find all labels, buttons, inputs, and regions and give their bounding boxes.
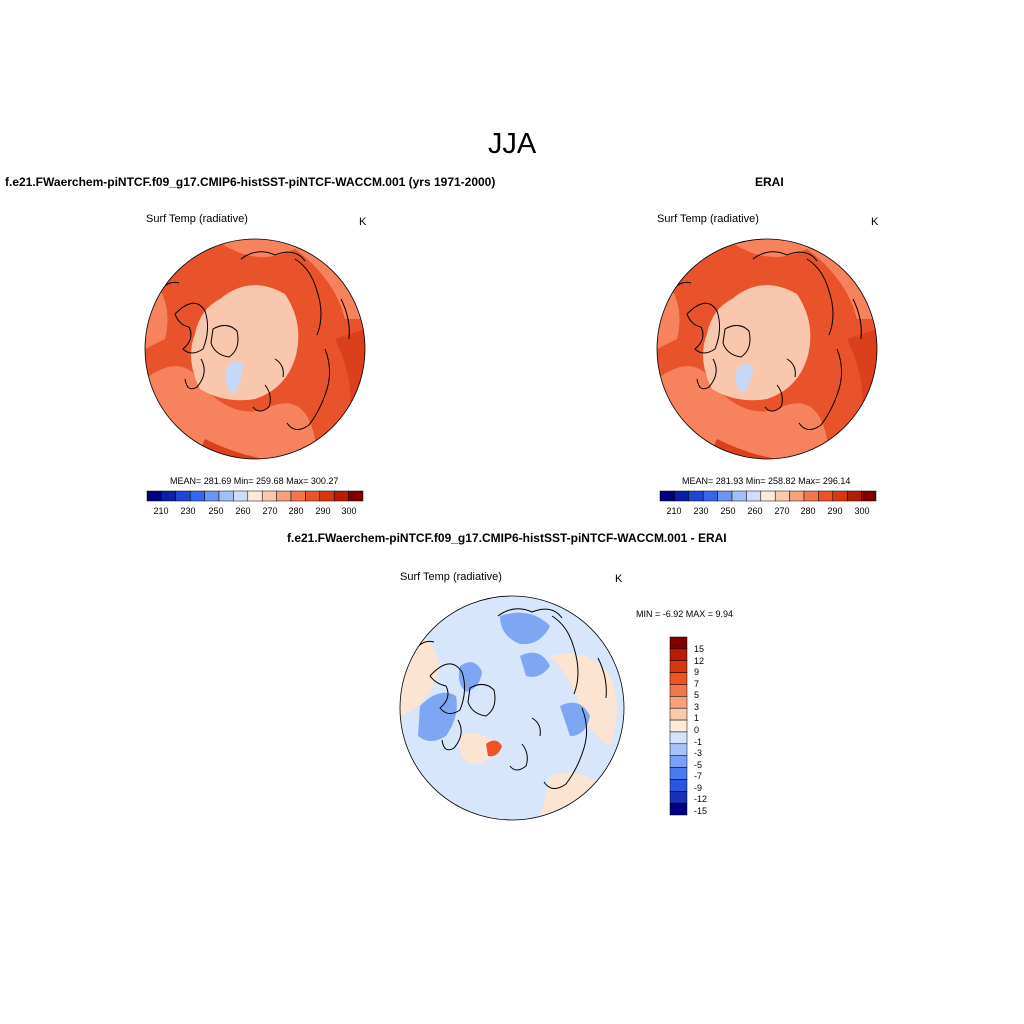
figure-title: JJA — [487, 128, 537, 160]
cb3-swatch-6 — [669, 707, 688, 721]
cb3-swatch-11 — [669, 767, 688, 780]
cb1-swatch-1 — [161, 490, 177, 502]
cb1-swatch-2 — [175, 490, 191, 502]
panel-1-colorbar-tick-4: 270 — [262, 506, 278, 516]
panel-2-colorbar-tick-3: 260 — [747, 506, 763, 516]
cb3-swatch-10 — [669, 755, 688, 768]
panel-1-colorbar-tick-0: 210 — [153, 506, 169, 516]
cb1-swatch-9 — [276, 490, 292, 502]
cb2-swatch-11 — [818, 490, 834, 502]
panel-3-units: K — [615, 573, 623, 585]
panel-3-colorbar-tick-7: 0 — [694, 725, 700, 735]
cb2-swatch-0 — [659, 490, 675, 502]
cb1-swatch-6 — [233, 490, 249, 502]
panel-2-colorbar-tick-1: 230 — [693, 506, 709, 516]
panel-1-colorbar-tick-7: 300 — [341, 506, 357, 516]
cb2-swatch-2 — [688, 490, 704, 502]
panel-2-colorbar-tick-2: 250 — [720, 506, 736, 516]
panel-1-colorbar-tick-2: 250 — [208, 506, 224, 516]
panel-3-colorbar-tick-9: -3 — [694, 748, 703, 758]
cb3-swatch-4 — [669, 684, 688, 697]
panel-1-arctic-field — [191, 285, 299, 401]
panel-2-units: K — [871, 216, 879, 228]
panel-2-variable-label: Surf Temp (radiative) — [657, 213, 759, 225]
cb1-swatch-12 — [319, 490, 335, 502]
panel-1-variable-label: Surf Temp (radiative) — [146, 213, 248, 225]
panel-1-colorbar-tick-3: 260 — [235, 506, 251, 516]
panel-3-colorbar-tick-5: 3 — [694, 702, 700, 712]
panel-3-colorbar-tick-2: 9 — [694, 667, 700, 677]
cb2-swatch-5 — [731, 490, 747, 502]
panel-1-colorbar-tick-6: 290 — [315, 506, 331, 516]
cb2-swatch-1 — [674, 490, 690, 502]
panel-1-stats: MEAN= 281.69 Min= 259.68 Max= 300.27 — [170, 476, 339, 486]
cb3-swatch-13 — [669, 791, 688, 804]
panel-2-colorbar-tick-5: 280 — [800, 506, 816, 516]
panel-3-colorbar-tick-6: 1 — [694, 713, 700, 723]
panel-2-arctic-field — [703, 285, 811, 401]
panel-3-colorbar-tick-1: 12 — [694, 656, 705, 666]
cb3-swatch-7 — [669, 719, 688, 733]
cb3-swatch-12 — [669, 779, 688, 792]
panel-3-colorbar-tick-12: -9 — [694, 783, 703, 793]
cb3-swatch-0 — [669, 636, 688, 650]
cb1-swatch-0 — [146, 490, 162, 502]
panel-2-colorbar — [659, 490, 877, 502]
panel-3-ocean-field — [400, 596, 624, 820]
panel-3-colorbar-tick-14: -15 — [694, 806, 708, 816]
panel-3-colorbar — [669, 636, 688, 816]
panel-3-colorbar-tick-11: -7 — [694, 771, 703, 781]
panel-3-colorbar-tick-8: -1 — [694, 737, 703, 747]
panel-3-colorbar-tick-4: 5 — [694, 690, 700, 700]
cb1-swatch-5 — [218, 490, 234, 502]
cb2-swatch-13 — [846, 490, 862, 502]
cb2-swatch-3 — [702, 490, 718, 502]
panel-3-variable-label: Surf Temp (radiative) — [400, 571, 502, 583]
panel-2-stats: MEAN= 281.93 Min= 258.82 Max= 296.14 — [682, 476, 851, 486]
panel-2-colorbar-tick-7: 300 — [854, 506, 870, 516]
panel-2-colorbar-tick-4: 270 — [774, 506, 790, 516]
panel-3-polar-map — [399, 595, 625, 821]
panel-3-colorbar-tick-3: 7 — [694, 679, 700, 689]
cb2-swatch-4 — [717, 490, 733, 502]
panel-3-stats: MIN = -6.92 MAX = 9.94 — [636, 609, 734, 619]
cb3-swatch-3 — [669, 672, 688, 685]
panel-3-title: f.e21.FWaerchem-piNTCF.f09_g17.CMIP6-his… — [287, 531, 727, 545]
cb2-swatch-12 — [832, 490, 848, 502]
cb1-swatch-13 — [333, 490, 349, 502]
cb3-swatch-14 — [669, 802, 688, 816]
cb2-swatch-8 — [774, 490, 790, 502]
cb3-swatch-2 — [669, 660, 688, 673]
panel-1-colorbar — [146, 490, 364, 502]
panel-1-polar-map — [144, 238, 366, 460]
panel-1-colorbar-tick-5: 280 — [288, 506, 304, 516]
panel-2-colorbar-tick-0: 210 — [666, 506, 682, 516]
cb1-swatch-10 — [290, 490, 306, 502]
panel-2-colorbar-tick-6: 290 — [827, 506, 843, 516]
panel-1-title: f.e21.FWaerchem-piNTCF.f09_g17.CMIP6-his… — [5, 175, 496, 189]
panel-3-colorbar-tick-0: 15 — [694, 644, 705, 654]
cb1-swatch-8 — [261, 490, 277, 502]
cb2-swatch-6 — [746, 490, 762, 502]
cb1-swatch-7 — [247, 490, 263, 502]
cb1-swatch-14 — [348, 490, 364, 502]
panel-3-colorbar-tick-13: -12 — [694, 794, 708, 804]
cb2-swatch-9 — [789, 490, 805, 502]
cb2-swatch-14 — [861, 490, 877, 502]
cb3-swatch-5 — [669, 696, 688, 709]
panel-1-units: K — [359, 216, 367, 228]
cb3-swatch-9 — [669, 743, 688, 756]
cb1-swatch-11 — [305, 490, 321, 502]
cb2-swatch-10 — [803, 490, 819, 502]
panel-3-colorbar-tick-10: -5 — [694, 760, 703, 770]
cb1-swatch-4 — [204, 490, 220, 502]
cb3-swatch-8 — [669, 731, 688, 745]
panel-2-title: ERAI — [755, 175, 784, 189]
cb2-swatch-7 — [760, 490, 776, 502]
cb3-swatch-1 — [669, 648, 688, 661]
panel-1-colorbar-tick-1: 230 — [180, 506, 196, 516]
panel-2-polar-map — [656, 238, 878, 460]
cb1-swatch-3 — [189, 490, 205, 502]
